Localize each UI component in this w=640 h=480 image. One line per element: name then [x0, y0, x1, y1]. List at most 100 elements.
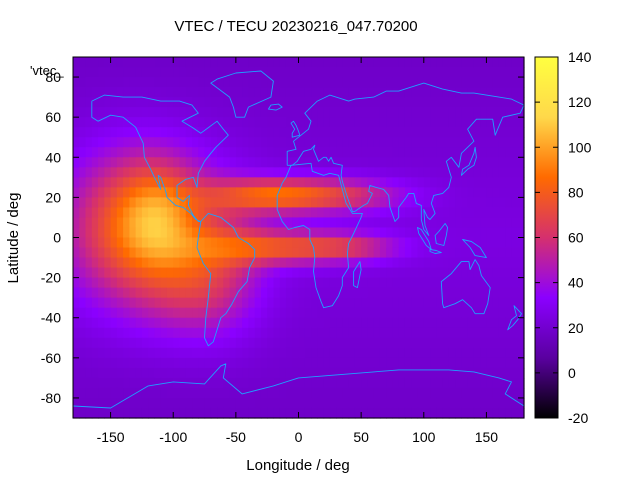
heatmap-cell [404, 67, 412, 78]
heatmap-cell [79, 237, 87, 249]
heatmap-cell [279, 297, 287, 309]
heatmap-cell [517, 177, 525, 188]
heatmap-cell [85, 247, 93, 259]
heatmap-cell [386, 177, 394, 188]
heatmap-cell [336, 317, 343, 329]
heatmap-cell [185, 227, 193, 239]
heatmap-cell [498, 407, 506, 419]
heatmap-cell [223, 197, 231, 209]
heatmap-cell [455, 57, 462, 68]
heatmap-cell [323, 347, 331, 359]
heatmap-cell [173, 147, 181, 158]
heatmap-cell [154, 337, 162, 349]
colorbar-gradient [535, 57, 558, 418]
heatmap-cell [486, 217, 494, 229]
heatmap-cell [511, 377, 519, 389]
heatmap-cell [254, 347, 262, 359]
heatmap-cell [173, 57, 181, 68]
heatmap-cell [311, 367, 318, 379]
heatmap-cell [336, 87, 343, 98]
heatmap-cell [342, 137, 350, 148]
heatmap-cell [492, 237, 500, 249]
heatmap-cell [336, 267, 343, 279]
heatmap-cell [411, 187, 419, 198]
heatmap-cell [116, 67, 124, 78]
heatmap-cell [298, 397, 306, 409]
heatmap-cell [129, 407, 137, 419]
heatmap-cell [198, 87, 206, 98]
heatmap-cell [417, 367, 425, 379]
coastline-madagascar [353, 261, 362, 289]
heatmap-cell [342, 347, 350, 359]
heatmap-cell [160, 207, 168, 219]
heatmap-cell [242, 397, 249, 409]
heatmap-cell [73, 317, 80, 329]
heatmap-cell [135, 327, 143, 339]
heatmap-cell [379, 57, 387, 68]
heatmap-cell [229, 397, 237, 409]
heatmap-cell [166, 317, 174, 329]
heatmap-cell [116, 117, 124, 128]
heatmap-cell [386, 147, 394, 158]
heatmap-cell [455, 107, 462, 118]
heatmap-cell [348, 247, 356, 259]
heatmap-cell [448, 87, 456, 98]
heatmap-cell [423, 407, 431, 419]
heatmap-cell [379, 257, 387, 269]
heatmap-cell [217, 117, 224, 128]
heatmap-cell [473, 87, 481, 98]
heatmap-cell [154, 207, 162, 219]
heatmap-cell [511, 327, 519, 339]
heatmap-cell [248, 407, 256, 419]
heatmap-cell [148, 187, 156, 198]
heatmap-cell [85, 297, 93, 309]
heatmap-cell [361, 267, 368, 279]
heatmap-cell [254, 267, 262, 279]
heatmap-cell [342, 257, 350, 269]
heatmap-cell [260, 127, 268, 138]
heatmap-cell [442, 97, 450, 108]
heatmap-cell [511, 77, 519, 88]
heatmap-cell [135, 177, 143, 188]
heatmap-cell [398, 367, 406, 379]
heatmap-cell [166, 177, 174, 188]
heatmap-cell [141, 267, 149, 279]
heatmap-cell [298, 297, 306, 309]
heatmap-cell [292, 207, 300, 219]
heatmap-cell [217, 407, 224, 419]
heatmap-cell [166, 137, 174, 148]
heatmap-cell [141, 227, 149, 239]
heatmap-cell [392, 277, 400, 289]
heatmap-cell [317, 407, 325, 419]
heatmap-cell [160, 127, 168, 138]
heatmap-cell [480, 397, 488, 409]
heatmap-cell [248, 177, 256, 188]
heatmap-cell [229, 117, 237, 128]
heatmap-cell [166, 77, 174, 88]
heatmap-cell [104, 247, 112, 259]
heatmap-cell [110, 167, 118, 178]
heatmap-cell [116, 207, 124, 219]
heatmap-cell [304, 187, 312, 198]
heatmap-cell [98, 57, 105, 68]
heatmap-cell [311, 177, 318, 188]
heatmap-cell [179, 327, 187, 339]
heatmap-cell [179, 387, 187, 399]
heatmap-cell [254, 217, 262, 229]
heatmap-cell [304, 177, 312, 188]
heatmap-cell [373, 197, 381, 209]
heatmap-cell [198, 407, 206, 419]
heatmap-cell [248, 197, 256, 209]
heatmap-cell [311, 237, 318, 249]
heatmap-cell [248, 57, 256, 68]
heatmap-cell [311, 387, 318, 399]
heatmap-cell [505, 237, 513, 249]
heatmap-cell [91, 407, 99, 419]
heatmap-cell [192, 157, 199, 168]
heatmap-cell [110, 407, 118, 419]
heatmap-cell [342, 357, 350, 369]
heatmap-cell [229, 317, 237, 329]
heatmap-cell [354, 317, 362, 329]
heatmap-cell [361, 297, 368, 309]
